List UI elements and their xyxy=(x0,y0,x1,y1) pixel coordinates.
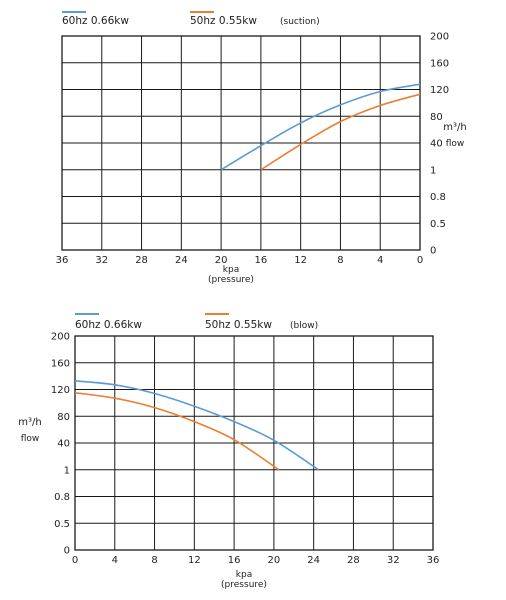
suction-chart: 36 32 28 24 20 16 12 8 4 0200160120804010.80.50kp… xyxy=(56,11,467,285)
y-tick-label: 120 xyxy=(51,385,70,396)
x-tick-label: 0 xyxy=(417,255,423,266)
chart-note: (blow) xyxy=(290,321,318,331)
series-line xyxy=(220,83,421,171)
y-tick-label: 40 xyxy=(57,439,70,450)
series-line xyxy=(260,93,421,171)
x-tick-label: 20 xyxy=(215,255,228,266)
x-tick-label: 20 xyxy=(268,555,281,566)
x-axis-label: kpa xyxy=(236,570,252,580)
x-tick-label: 32 xyxy=(95,255,108,266)
y-tick-label: 80 xyxy=(57,412,70,423)
y-tick-label: 80 xyxy=(430,112,443,123)
x-tick-label: 36 xyxy=(56,255,69,266)
plot-frame xyxy=(61,35,421,251)
x-tick-label: 4 xyxy=(377,255,383,266)
x-tick-label: 8 xyxy=(151,555,157,566)
y-axis-label: m³/h xyxy=(18,417,41,428)
y-axis-label: m³/h xyxy=(443,122,466,133)
y-tick-label: 0.8 xyxy=(54,492,70,503)
x-tick-label: 32 xyxy=(387,555,400,566)
y-tick-label: 1 xyxy=(430,165,436,176)
legend-label: 50hz 0.55kw xyxy=(205,319,272,331)
y-axis-sublabel: flow xyxy=(446,139,465,149)
x-tick-label: 24 xyxy=(175,255,188,266)
y-tick-label: 0.8 xyxy=(430,192,446,203)
y-axis-sublabel: flow xyxy=(21,434,40,444)
legend-label: 60hz 0.66kw xyxy=(62,15,129,27)
plot-frame xyxy=(74,335,434,551)
x-axis-label: kpa xyxy=(223,265,239,275)
x-tick-label: 4 xyxy=(112,555,118,566)
y-tick-label: 0.5 xyxy=(54,519,70,530)
legend-label: 60hz 0.66kw xyxy=(75,319,142,331)
y-tick-label: 1 xyxy=(64,465,70,476)
x-tick-label: 24 xyxy=(307,555,320,566)
x-tick-label: 12 xyxy=(188,555,201,566)
x-tick-label: 28 xyxy=(135,255,148,266)
x-axis-sublabel: (pressure) xyxy=(208,275,254,285)
y-tick-label: 0 xyxy=(430,246,436,257)
x-axis-sublabel: (pressure) xyxy=(221,580,267,590)
series-line xyxy=(74,380,320,471)
y-tick-label: 0 xyxy=(64,546,70,557)
y-tick-label: 160 xyxy=(51,358,70,369)
x-tick-label: 8 xyxy=(337,255,343,266)
blow-chart: 0 4 8 12 16 20 24 28 32 36 200 160 120 80 40 1 0.8 0.5 0 kp… xyxy=(18,313,440,590)
y-tick-label: 40 xyxy=(430,139,443,150)
grid xyxy=(74,335,434,551)
x-tick-label: 16 xyxy=(228,555,241,566)
x-tick-label: 28 xyxy=(347,555,360,566)
grid xyxy=(61,35,421,251)
y-tick-label: 120 xyxy=(430,85,449,96)
y-tick-label: 200 xyxy=(51,332,70,343)
x-tick-label: 0 xyxy=(72,555,78,566)
y-tick-label: 160 xyxy=(430,58,449,69)
chart-note: (suction) xyxy=(280,17,320,27)
series-line xyxy=(74,392,280,471)
y-tick-label: 0.5 xyxy=(430,219,446,230)
x-tick-label: 12 xyxy=(294,255,307,266)
x-tick-label: 36 xyxy=(427,555,440,566)
x-tick-label: 16 xyxy=(255,255,268,266)
y-tick-label: 200 xyxy=(430,32,449,43)
legend-label: 50hz 0.55kw xyxy=(190,15,257,27)
